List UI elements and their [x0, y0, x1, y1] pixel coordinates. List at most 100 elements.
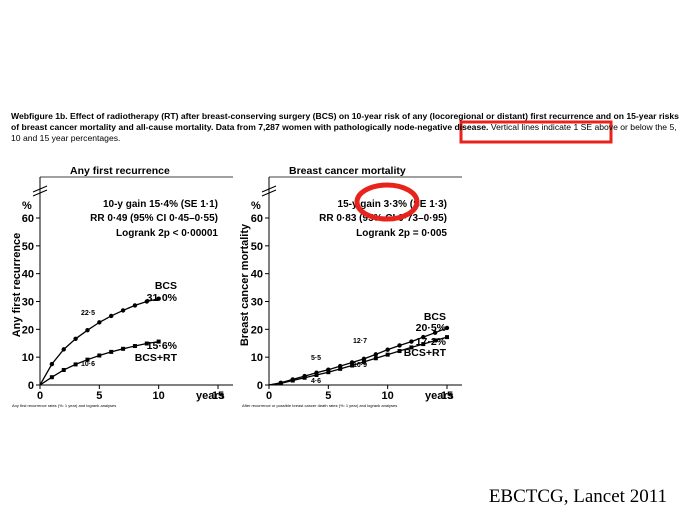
data-point [49, 361, 55, 367]
data-point [144, 341, 149, 346]
data-point [61, 367, 66, 372]
stat-line: Logrank 2p < 0·00001 [116, 228, 218, 239]
data-point [314, 372, 319, 377]
x-tick-label: 5 [325, 390, 331, 402]
data-point [278, 381, 283, 386]
data-point [326, 370, 331, 375]
data-point [156, 339, 161, 344]
data-point [85, 327, 90, 333]
footnote: Any first recurrence rates (%: 1 year) a… [12, 403, 116, 408]
point-label-bcsrt-10y: 10·9 [353, 362, 367, 369]
axis-break-mark [261, 185, 277, 193]
stats-block: 10-y gain 15·4% (SE 1·1) RR 0·49 (95% CI… [90, 199, 218, 239]
y-tick-label: 20 [251, 324, 263, 336]
mid-label-bcs: 22·5 [81, 310, 95, 317]
x-unit: years [425, 390, 454, 402]
y-tick-label: 60 [22, 213, 34, 225]
axis-break-mark [32, 189, 48, 197]
chart-title: Any first recurrence [70, 165, 170, 177]
data-point [373, 356, 378, 361]
y-tick-label: 20 [22, 324, 34, 336]
data-point [144, 299, 149, 304]
point-label-bcsrt-5y: 4·6 [311, 378, 321, 385]
end-label-bcs: 20·5% [416, 322, 447, 334]
y-tick-label: 30 [22, 297, 34, 309]
source-credit: EBCTCG, Lancet 2011 [488, 486, 667, 507]
series-line-bcs [39, 298, 159, 386]
stat-line: 15-y gain 3·3% (SE 1·3) [338, 199, 447, 210]
chart-title: Breast cancer mortality [289, 165, 406, 177]
data-point [409, 339, 414, 344]
y-tick-label: 10 [251, 352, 263, 364]
data-point [421, 342, 426, 347]
data-point [97, 320, 102, 325]
figure-caption: Webfigure 1b. Effect of radiotherapy (RT… [11, 111, 681, 144]
mortality-panel: Breast cancer mortality % Breast cancer … [239, 165, 462, 408]
y-tick-label: 60 [251, 213, 263, 225]
point-label-bcs-5y: 5·5 [311, 355, 321, 362]
series-label-bcs: BCS [155, 280, 177, 292]
data-point [109, 349, 114, 354]
caption-lead: Webfigure 1b. Effect of radiotherapy (RT… [11, 111, 679, 132]
y-unit: % [22, 200, 32, 212]
end-label-bcs: 31·0% [147, 292, 178, 304]
data-point [373, 352, 378, 357]
y-tick-label: 0 [257, 380, 263, 392]
caption-tail: Vertical lines indicate 1 SE above or be… [11, 122, 677, 143]
data-point [97, 353, 102, 358]
highlight-rectangle [459, 120, 613, 144]
end-label-bcsrt: 15·6% [147, 340, 178, 352]
y-tick-label: 0 [28, 380, 34, 392]
stat-line: RR 0·49 (95% CI 0·45–0·55) [90, 213, 218, 224]
series-label-bcsrt: BCS+RT [404, 347, 447, 359]
y-axis-label: Any first recurrence [11, 233, 23, 338]
highlight-circle [354, 182, 420, 222]
series-line-bcsrt [268, 336, 448, 386]
x-unit: years [196, 390, 225, 402]
data-point [338, 366, 343, 371]
data-point [109, 313, 114, 319]
stat-line: 10-y gain 15·4% (SE 1·1) [103, 199, 218, 210]
data-point [132, 303, 138, 308]
data-point [156, 296, 161, 301]
series-label-bcs: BCS [424, 311, 446, 323]
data-point [385, 352, 390, 357]
stat-line: Logrank 2p = 0·005 [356, 228, 447, 239]
y-axis-label: Breast cancer mortality [239, 223, 251, 346]
data-point [350, 363, 355, 368]
y-tick-label: 40 [22, 269, 34, 281]
x-tick-label: 15 [212, 390, 224, 402]
mid-label-bcsrt: 10·6 [81, 361, 95, 368]
data-point [361, 359, 366, 364]
data-point [397, 349, 402, 354]
axis-break-mark [261, 189, 277, 197]
footnote: After recurrence or possible breast canc… [242, 403, 397, 408]
data-point [132, 344, 137, 349]
x-tick-label: 10 [153, 390, 165, 402]
series-label-bcsrt: BCS+RT [135, 352, 178, 364]
y-tick-label: 30 [251, 297, 263, 309]
x-tick-label: 10 [382, 390, 394, 402]
data-point [444, 325, 450, 331]
data-point [409, 345, 414, 350]
data-point [421, 334, 426, 340]
data-point [433, 338, 438, 343]
data-point [61, 347, 66, 352]
data-point [85, 357, 90, 362]
data-point [290, 378, 295, 383]
data-point [121, 346, 126, 351]
x-tick-label: 5 [96, 390, 102, 402]
y-unit: % [251, 200, 261, 212]
y-tick-label: 40 [251, 269, 263, 281]
x-tick-label: 15 [441, 390, 453, 402]
y-tick-label: 10 [22, 352, 34, 364]
data-point [120, 308, 126, 313]
recurrence-panel: Any first recurrence % Any first recurre… [11, 165, 233, 408]
point-label-bcs-10y: 12·7 [353, 338, 367, 345]
data-point [397, 343, 402, 348]
axis-break-mark [32, 185, 48, 193]
data-point [432, 330, 438, 335]
y-tick-label: 50 [22, 241, 34, 253]
series-line-bcs [268, 327, 448, 386]
